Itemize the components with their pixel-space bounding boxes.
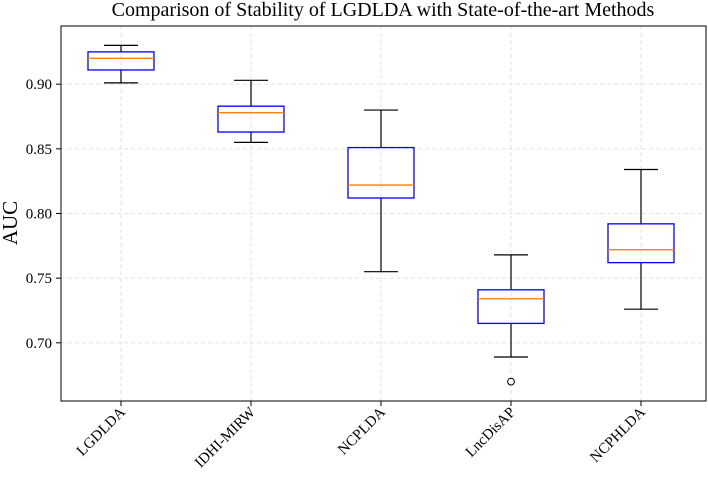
y-tick-label: 0.85 xyxy=(26,142,52,158)
x-tick-label: LGDLDA xyxy=(74,404,129,459)
box-group xyxy=(347,109,415,273)
iqr-box xyxy=(87,51,155,71)
iqr-box xyxy=(347,146,415,199)
x-tick-label: LncDisAP xyxy=(463,405,519,461)
x-tick-label: IDHI-MIRW xyxy=(192,404,259,471)
box-group xyxy=(87,44,155,84)
x-tick-label: NCPLDA xyxy=(335,404,389,458)
x-tick-label: NCPHLDA xyxy=(587,404,649,466)
box-group xyxy=(607,168,675,310)
y-tick-label: 0.80 xyxy=(26,207,52,223)
box-group xyxy=(477,254,545,386)
box-group xyxy=(217,79,285,143)
iqr-box xyxy=(477,289,545,325)
y-axis-label: AUC xyxy=(0,201,22,245)
y-tick-label: 0.90 xyxy=(26,77,52,93)
grid-layer xyxy=(61,26,706,401)
iqr-box xyxy=(217,105,285,133)
chart-title: Comparison of Stability of LGDLDA with S… xyxy=(112,0,655,21)
iqr-box xyxy=(607,223,675,264)
y-tick-label: 0.70 xyxy=(26,336,52,352)
plot-frame xyxy=(60,25,707,402)
y-tick-label: 0.75 xyxy=(26,271,52,287)
outlier-point xyxy=(507,377,515,386)
tick-layer: 0.70 0.75 0.80 0.85 0.90 LGDLDA IDHI-MIRW NCPLD… xyxy=(26,77,649,471)
box-layer xyxy=(87,44,675,386)
